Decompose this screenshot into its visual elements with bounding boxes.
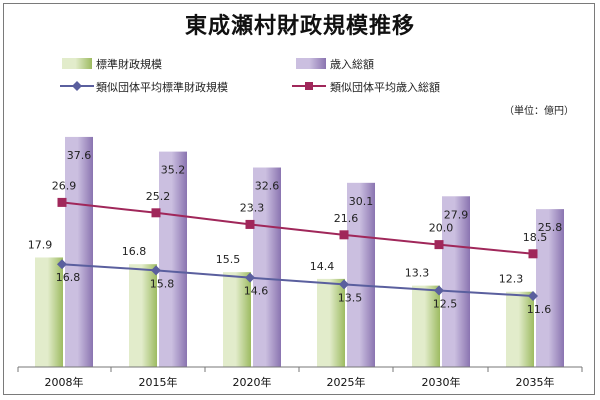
- bar-total-revenue: [159, 151, 187, 367]
- data-label-similar-total-revenue: 23.3: [240, 201, 265, 214]
- data-label-similar-total-revenue: 21.6: [334, 212, 359, 225]
- data-label-standard-fiscal: 15.5: [216, 253, 241, 266]
- x-tick-label: 2030年: [422, 375, 461, 389]
- data-label-total-revenue: 25.8: [538, 221, 563, 234]
- bar-standard-fiscal: [412, 285, 440, 367]
- point-similar-total-revenue: [434, 240, 444, 250]
- data-label-similar-total-revenue: 18.5: [523, 231, 548, 244]
- legend-swatch-total-revenue: [296, 58, 326, 69]
- x-tick-label: 2008年: [45, 375, 84, 389]
- bar-total-revenue: [442, 196, 470, 367]
- legend-label-similar-standard-fiscal: 類似団体平均標準財政規模: [96, 81, 228, 94]
- point-similar-standard-fiscal: [434, 285, 444, 296]
- legend-swatch-standard-fiscal: [62, 58, 92, 69]
- point-similar-total-revenue: [528, 249, 538, 259]
- data-label-standard-fiscal: 14.4: [310, 260, 335, 273]
- point-similar-total-revenue: [339, 230, 349, 240]
- data-label-similar-standard-fiscal: 12.5: [433, 298, 458, 311]
- legend-label-similar-total-revenue: 類似団体平均歳入総額: [330, 81, 440, 94]
- x-tick-label: 2015年: [139, 375, 178, 389]
- bar-standard-fiscal: [506, 291, 534, 367]
- unit-label: （単位：億円）: [504, 106, 574, 117]
- point-similar-standard-fiscal: [339, 279, 349, 290]
- data-label-similar-standard-fiscal: 11.6: [527, 303, 552, 316]
- bar-total-revenue: [536, 209, 564, 367]
- point-similar-standard-fiscal: [57, 259, 67, 270]
- data-label-similar-standard-fiscal: 14.6: [244, 285, 269, 298]
- data-label-similar-total-revenue: 26.9: [52, 179, 77, 192]
- legend-label-standard-fiscal: 標準財政規模: [96, 58, 162, 71]
- chart-title: 東成瀬村財政規模推移: [184, 14, 415, 39]
- point-similar-total-revenue: [57, 197, 67, 207]
- data-label-similar-standard-fiscal: 13.5: [338, 291, 363, 304]
- data-label-total-revenue: 30.1: [349, 195, 374, 208]
- data-label-similar-total-revenue: 25.2: [146, 190, 171, 203]
- data-label-standard-fiscal: 16.8: [122, 245, 147, 258]
- point-similar-total-revenue: [151, 208, 161, 218]
- bar-standard-fiscal: [35, 257, 63, 367]
- bar-standard-fiscal: [317, 278, 345, 367]
- x-tick-label: 2020年: [233, 375, 272, 389]
- point-similar-total-revenue: [245, 219, 255, 229]
- line-similar-standard-fiscal: [61, 263, 534, 298]
- point-similar-standard-fiscal: [245, 272, 255, 283]
- bar-standard-fiscal: [129, 264, 157, 367]
- data-label-total-revenue: 27.9: [444, 208, 469, 221]
- data-label-standard-fiscal: 13.3: [405, 267, 430, 280]
- point-similar-standard-fiscal: [151, 265, 161, 276]
- data-label-similar-total-revenue: 20.0: [429, 222, 454, 235]
- x-tick-label: 2025年: [327, 375, 366, 389]
- legend-label-total-revenue: 歳入総額: [330, 58, 374, 71]
- bar-total-revenue: [347, 182, 375, 367]
- data-label-total-revenue: 32.6: [255, 180, 280, 193]
- line-similar-total-revenue: [61, 201, 534, 255]
- legend-marker-similar-total-revenue: [305, 82, 313, 90]
- point-similar-standard-fiscal: [528, 291, 538, 302]
- legend-marker-similar-standard-fiscal: [72, 81, 82, 91]
- data-label-total-revenue: 35.2: [161, 164, 186, 177]
- x-tick-label: 2035年: [516, 375, 555, 389]
- bar-total-revenue: [65, 136, 93, 367]
- data-label-standard-fiscal: 12.3: [499, 273, 524, 286]
- data-label-standard-fiscal: 17.9: [28, 238, 53, 251]
- bar-total-revenue: [253, 167, 281, 367]
- data-label-similar-standard-fiscal: 16.8: [56, 271, 81, 284]
- data-label-total-revenue: 37.6: [67, 149, 92, 162]
- data-label-similar-standard-fiscal: 15.8: [150, 277, 175, 290]
- bar-standard-fiscal: [223, 272, 251, 367]
